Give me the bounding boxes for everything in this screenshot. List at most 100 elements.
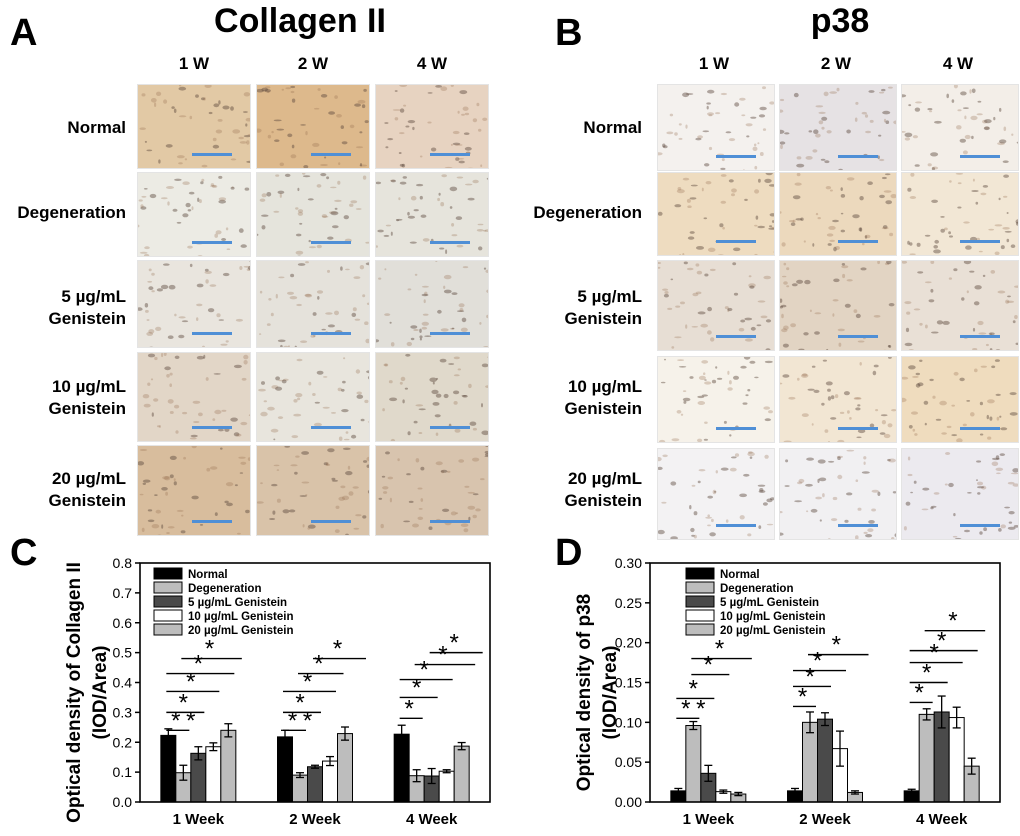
y-tick-label: 0.8: [113, 555, 133, 571]
y-tick-label: 0.05: [615, 754, 642, 770]
bar: [685, 725, 702, 803]
significance-star: *: [303, 668, 312, 695]
panel-a-row-label: 5 µg/mL Genistein: [48, 287, 126, 328]
legend-swatch: [685, 567, 715, 580]
x-tick-label: 1 Week: [173, 811, 225, 828]
p38-tile: [901, 172, 1019, 256]
y-axis-label: (IOD/Area): [600, 646, 621, 740]
significance-star: *: [948, 608, 957, 635]
p38-tile: [901, 84, 1019, 171]
bar: [292, 774, 308, 803]
plot-frame: [649, 562, 1001, 803]
bar: [948, 717, 965, 803]
legend-label: Degeneration: [188, 583, 262, 595]
scale-bar: [716, 524, 756, 527]
significance-star: *: [704, 652, 713, 679]
panel-a-col-head: 1 W: [178, 54, 210, 73]
p38-tile: [901, 448, 1019, 540]
scale-bar: [716, 335, 756, 338]
legend-label: 20 µg/mL Genistein: [720, 625, 825, 637]
scale-bar: [430, 332, 470, 335]
bar: [307, 766, 323, 803]
panel-a-title: Collagen II: [214, 2, 386, 40]
bar: [453, 745, 470, 803]
panel-b-col-head: 4 W: [942, 54, 974, 73]
bar: [817, 718, 833, 803]
legend-swatch: [685, 623, 715, 636]
significance-star: *: [186, 707, 195, 734]
x-tick-label: 4 Week: [916, 811, 968, 828]
p38-tile: [779, 172, 897, 256]
collagen-tile: [375, 352, 489, 442]
significance-star: *: [412, 674, 421, 701]
bar: [918, 713, 935, 803]
significance-star: *: [194, 651, 203, 678]
scale-bar: [960, 240, 1000, 243]
scale-bar: [192, 241, 232, 244]
significance-star: *: [205, 636, 214, 663]
collagen-tile: [375, 260, 489, 348]
p38-tile: [657, 356, 775, 443]
significance-star: *: [333, 636, 342, 663]
collagen-tile: [256, 260, 370, 348]
significance-star: *: [171, 707, 180, 734]
p38-tile: [657, 172, 775, 256]
scale-bar: [838, 524, 878, 527]
panel-a-row-label: 10 µg/mL Genistein: [48, 377, 126, 418]
significance-star: *: [419, 657, 428, 684]
scale-bar: [311, 241, 351, 244]
legend-label: 20 µg/mL Genistein: [188, 625, 293, 637]
collagen-tile: [256, 172, 370, 257]
p38-tile: [779, 448, 897, 540]
collagen-tile: [375, 445, 489, 536]
significance-star: *: [929, 640, 938, 667]
panel-b-col-head: 2 W: [820, 54, 852, 73]
collagen-tile: [137, 352, 251, 442]
significance-star: *: [288, 707, 297, 734]
collagen-tile: [256, 84, 370, 169]
scale-bar: [838, 155, 878, 158]
collagen-tile: [256, 352, 370, 442]
panel-a-col-head: 4 W: [416, 54, 448, 73]
y-tick-label: 0.7: [113, 585, 133, 601]
x-tick-label: 2 Week: [799, 811, 851, 828]
y-tick-label: 0.6: [113, 615, 133, 631]
bar: [190, 752, 207, 803]
significance-star: *: [922, 660, 931, 687]
legend-label: Normal: [188, 569, 228, 581]
collagen-tile: [137, 445, 251, 536]
panel-a-col-head: 2 W: [297, 54, 329, 73]
collagen-tile: [375, 84, 489, 169]
y-tick-label: 0.4: [113, 675, 133, 691]
y-tick-label: 0.10: [615, 714, 642, 730]
significance-star: *: [681, 695, 690, 722]
significance-star: *: [179, 689, 188, 716]
bar: [337, 733, 353, 803]
bar: [393, 733, 410, 803]
legend-label: 5 µg/mL Genistein: [720, 597, 819, 609]
legend-label: 5 µg/mL Genistein: [188, 597, 287, 609]
collagen-bar-chart: Optical density of Collagen II (IOD/Area)…: [64, 555, 491, 828]
significance-star: *: [715, 636, 724, 663]
x-tick-label: 2 Week: [289, 811, 341, 828]
bar: [160, 734, 177, 803]
bar: [438, 770, 455, 803]
significance-star: *: [689, 675, 698, 702]
plot-frame: [139, 562, 491, 803]
collagen-tile: [137, 84, 251, 169]
bar: [205, 746, 222, 803]
significance-star: *: [696, 695, 705, 722]
scale-bar: [716, 240, 756, 243]
legend-swatch: [153, 595, 183, 608]
significance-star: *: [798, 683, 807, 710]
significance-star: *: [805, 663, 814, 690]
scale-bar: [192, 153, 232, 156]
panel-b-row-label: 20 µg/mL Genistein: [564, 469, 642, 510]
scale-bar: [838, 335, 878, 338]
collagen-tile: [137, 260, 251, 348]
scale-bar: [960, 155, 1000, 158]
panel-b-row-label: 5 µg/mL Genistein: [564, 287, 642, 328]
y-tick-label: 0.0: [113, 794, 133, 810]
scale-bar: [960, 427, 1000, 430]
x-tick-label: 1 Week: [683, 811, 735, 828]
